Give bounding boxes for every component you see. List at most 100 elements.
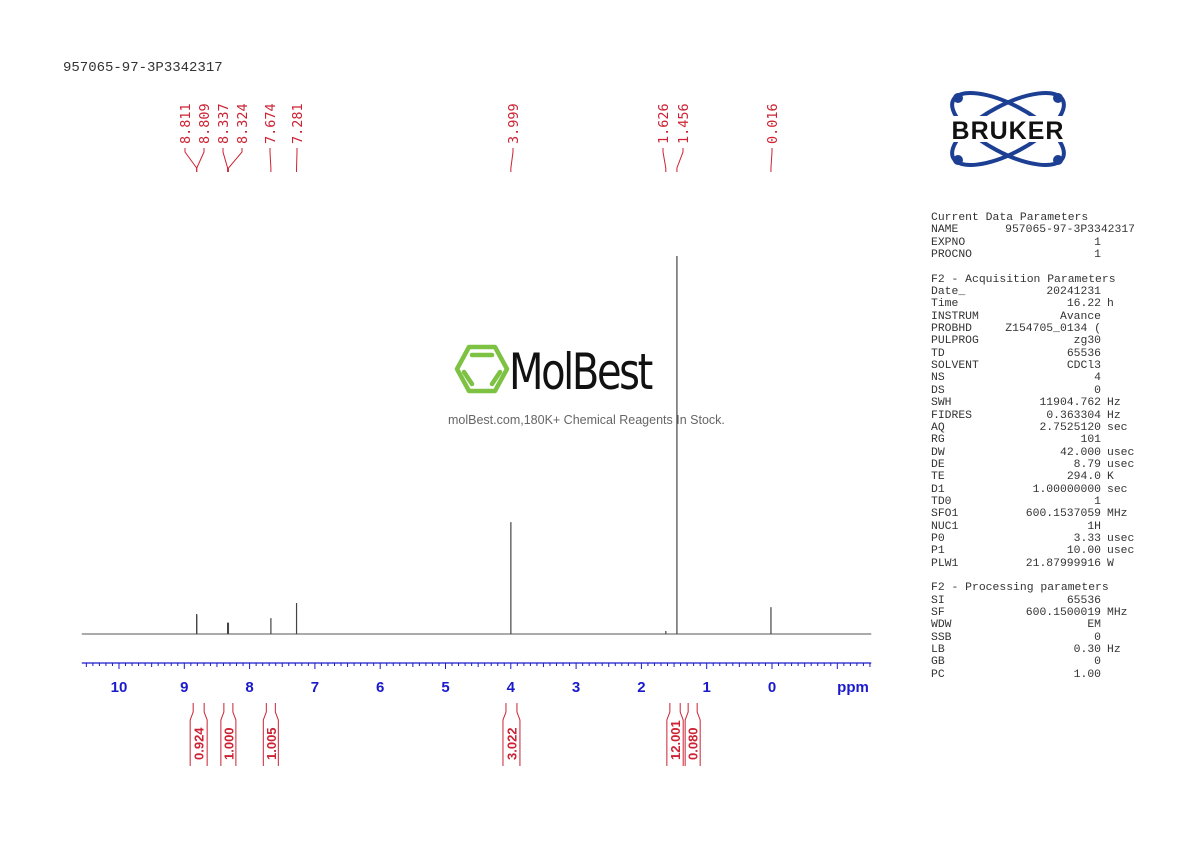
parameter-unit: Hz	[1107, 409, 1121, 422]
peak-label-connector	[196, 148, 205, 172]
parameter-value: 0.30	[1073, 644, 1101, 657]
parameter-row: D1 1.00000000 sec	[931, 484, 1141, 496]
x-tick-label: 8	[245, 679, 253, 696]
parameter-row: NAME 957065-97-3P3342317	[931, 224, 1141, 236]
parameter-row: PROCNO 1	[931, 249, 1141, 261]
parameter-name: NAME	[931, 224, 959, 237]
parameter-row: PULPROG zg30	[931, 335, 1141, 347]
parameter-row: PLW1 21.87999916 W	[931, 558, 1141, 570]
parameter-row: SWH 11904.762 Hz	[931, 397, 1141, 409]
parameter-section-header: Current Data Parameters	[931, 212, 1089, 224]
parameter-value: 65536	[1066, 347, 1101, 360]
parameter-unit	[1101, 669, 1107, 681]
peak-label-connector	[770, 148, 773, 172]
parameter-unit	[1101, 619, 1107, 631]
parameter-row: LB 0.30 Hz	[931, 644, 1141, 656]
parameter-value: CDCl3	[1066, 360, 1101, 373]
x-tick-label: 4	[507, 679, 516, 696]
parameter-value: 21.87999916	[1025, 557, 1101, 570]
parameter-row: DE 8.79 usec	[931, 459, 1141, 471]
parameter-value: Avance	[1059, 310, 1101, 323]
parameter-value: 0.363304	[1046, 409, 1101, 422]
peak-label: 8.809	[197, 103, 213, 144]
x-tick-label: 3	[572, 679, 580, 696]
peak-label: 0.016	[765, 103, 781, 144]
integral-bracket-right	[516, 703, 521, 766]
parameter-unit: sec	[1107, 421, 1128, 434]
parameter-row: SOLVENT CDCl3	[931, 360, 1141, 372]
parameter-unit	[1101, 496, 1107, 508]
parameter-unit	[1135, 224, 1141, 236]
integral-value: 0.924	[192, 727, 207, 760]
parameter-value: 65536	[1066, 594, 1101, 607]
parameter-row: SF 600.1500019 MHz	[931, 607, 1141, 619]
parameter-row: SSB 0	[931, 632, 1141, 644]
integral-bracket-left	[502, 703, 507, 766]
parameter-row: WDW EM	[931, 619, 1141, 631]
parameter-row: PROBHD Z154705_0134 (	[931, 323, 1141, 335]
parameter-value: 10.00	[1066, 545, 1101, 558]
parameter-unit	[1101, 348, 1107, 360]
integral-bracket-left	[189, 703, 194, 766]
parameter-value: 0	[1094, 384, 1101, 397]
x-tick-label: 7	[311, 679, 319, 696]
peak-label: 8.324	[235, 103, 251, 144]
integral-bracket-left	[220, 703, 225, 766]
integral-bracket-left	[666, 703, 671, 766]
parameter-row: GB 0	[931, 656, 1141, 668]
parameter-value: 20241231	[1046, 286, 1101, 299]
parameter-name: Time	[931, 298, 959, 311]
parameter-row: RG 101	[931, 434, 1141, 446]
parameter-unit	[1101, 521, 1107, 533]
acquisition-parameters-panel: Current Data Parameters NAME 957065-97-3P3…	[931, 212, 1141, 681]
watermark-name: MolBest	[509, 343, 653, 401]
parameter-name: AQ	[931, 421, 945, 434]
x-tick-label: 9	[180, 679, 188, 696]
parameter-value: Z154705_0134 (	[1005, 323, 1101, 336]
parameter-unit: usec	[1107, 532, 1135, 545]
parameter-value: 600.1537059	[1025, 508, 1101, 521]
x-tick-label: 6	[376, 679, 384, 696]
parameter-row: P0 3.33 usec	[931, 533, 1141, 545]
parameter-value: 294.0	[1066, 471, 1101, 484]
parameter-name: P1	[931, 545, 945, 558]
parameter-unit: usec	[1107, 446, 1135, 459]
parameter-unit	[1101, 385, 1107, 397]
parameter-name: SWH	[931, 397, 952, 410]
parameter-row: TE 294.0 K	[931, 471, 1141, 483]
parameter-name: SSB	[931, 631, 952, 644]
peak-label: 1.456	[676, 103, 692, 144]
parameter-name: FIDRES	[931, 409, 973, 422]
x-tick-label: 1	[703, 679, 711, 696]
peak-label: 8.337	[216, 103, 232, 144]
parameter-name: DS	[931, 384, 945, 397]
parameter-row: FIDRES 0.363304 Hz	[931, 410, 1141, 422]
parameter-unit	[1101, 656, 1107, 668]
parameter-row: SFO1 600.1537059 MHz	[931, 508, 1141, 520]
parameter-value: 1.00	[1073, 668, 1101, 681]
integral-bracket-left	[684, 703, 689, 766]
parameter-unit	[1101, 237, 1107, 249]
parameter-name: NS	[931, 372, 945, 385]
parameter-unit: MHz	[1107, 607, 1128, 619]
parameter-value: 4	[1094, 372, 1101, 385]
peak-label-connector	[184, 148, 198, 172]
parameter-row: DS 0	[931, 385, 1141, 397]
x-tick-label: 10	[111, 679, 128, 696]
parameter-name: NUC1	[931, 520, 959, 533]
integral-value: 0.080	[686, 727, 701, 760]
parameter-row: P1 10.00 usec	[931, 545, 1141, 557]
parameter-value: 11904.762	[1039, 397, 1101, 410]
parameter-value: 2.7525120	[1039, 421, 1101, 434]
x-tick-label: 5	[441, 679, 449, 696]
parameter-value: 0	[1094, 656, 1101, 669]
parameter-name: P0	[931, 532, 945, 545]
x-tick-label: 2	[637, 679, 645, 696]
parameter-name: TE	[931, 471, 945, 484]
parameter-row: Time 16.22 h	[931, 298, 1141, 310]
peak-label: 3.999	[506, 103, 522, 144]
parameter-row: TD0 1	[931, 496, 1141, 508]
parameter-row: NS 4	[931, 372, 1141, 384]
parameter-row: NUC1 1H	[931, 521, 1141, 533]
